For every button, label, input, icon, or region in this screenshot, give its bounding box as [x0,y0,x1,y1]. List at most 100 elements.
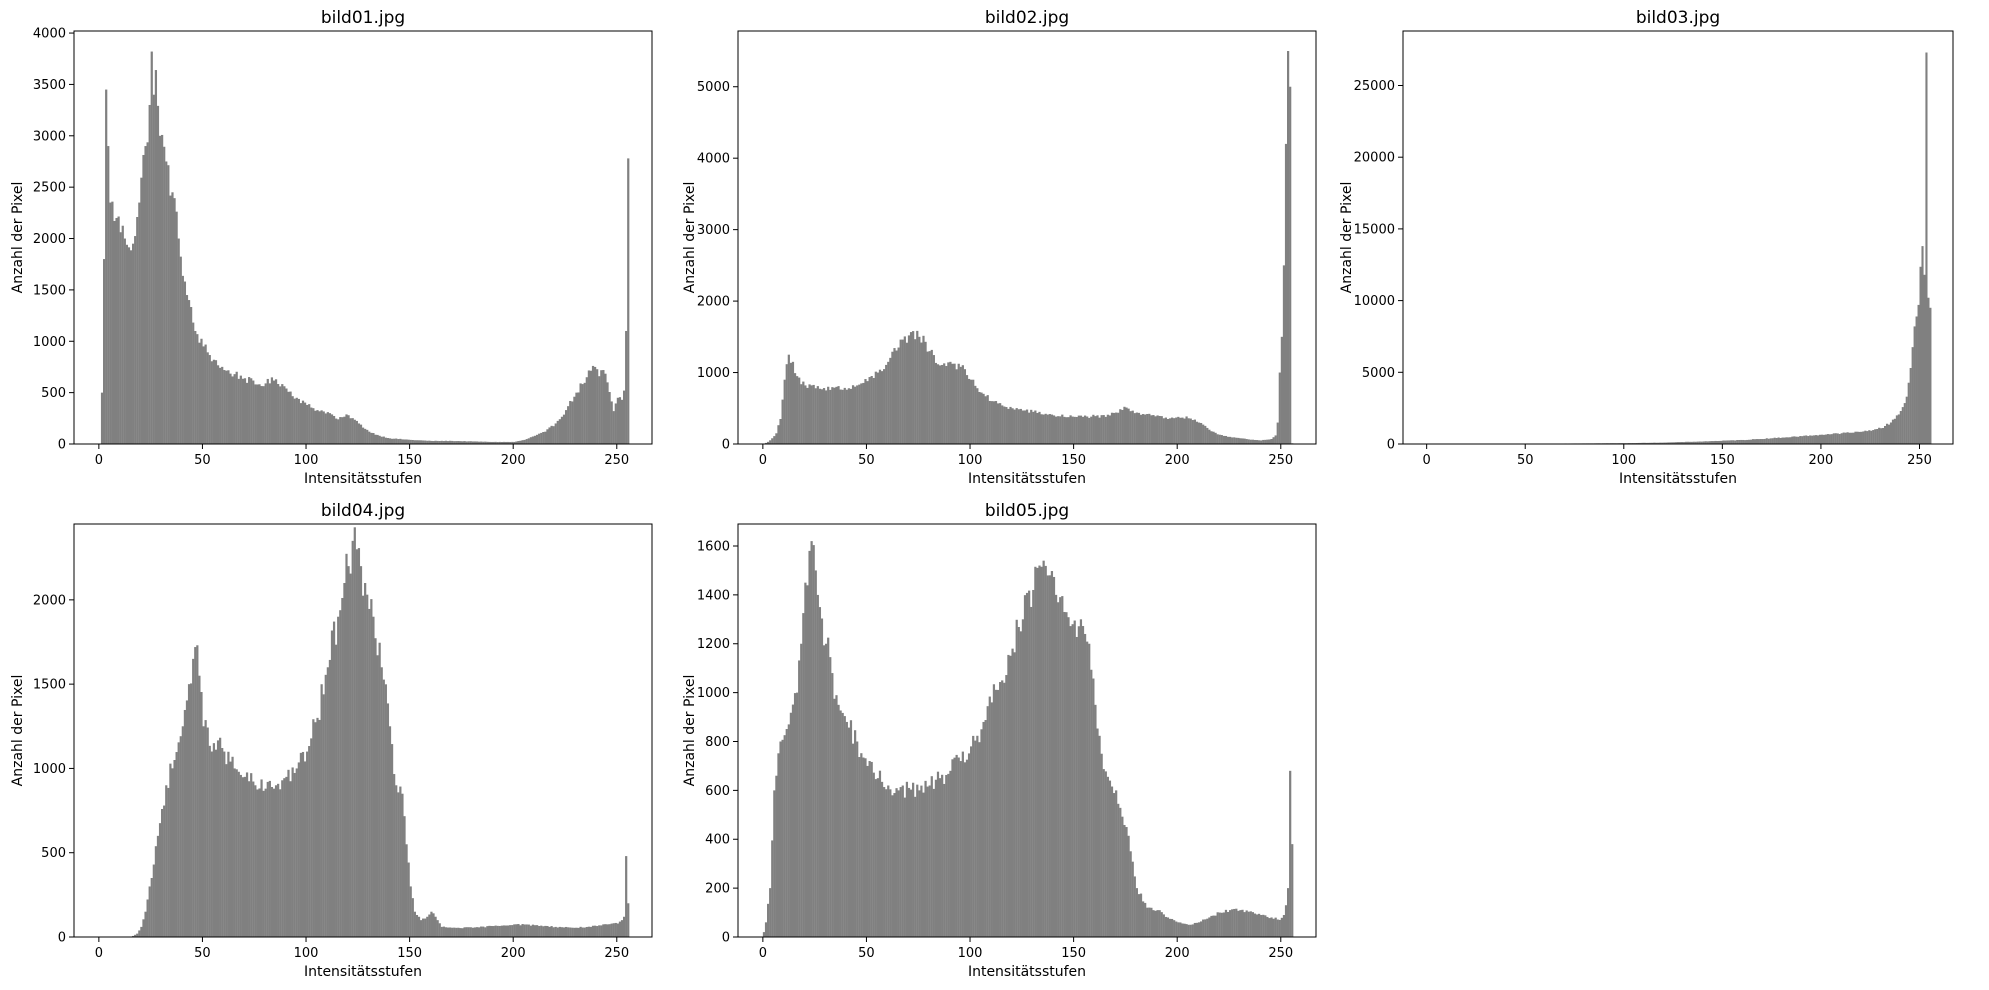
histogram-bar [1121,816,1124,937]
histogram-bar [1063,611,1066,937]
histogram-bar [1797,436,1800,444]
histogram-bar [1801,436,1804,444]
histogram-bar [1226,911,1230,937]
histogram-bar [225,370,228,444]
histogram-bar [272,788,276,937]
histogram-bar [860,753,863,937]
histogram-bar [1228,910,1232,937]
histogram-bar [837,704,840,937]
histogram-bar [616,923,619,937]
histogram-bar [618,397,622,444]
histogram-bar [322,411,325,444]
histogram-bar [775,433,778,444]
histogram-bar [1175,417,1178,444]
histogram-bar [1189,418,1192,444]
histogram-bar [1659,442,1662,444]
histogram-bar [1740,439,1743,444]
histogram-bar [775,775,778,937]
histogram-bar [277,384,280,444]
histogram-bar [941,774,944,937]
histogram-bar [386,703,390,937]
histogram-bar [1181,417,1184,444]
histogram-bar [820,389,824,444]
histogram-bar [1208,917,1211,937]
histogram-bar [1775,438,1778,444]
histogram-bar [1842,432,1845,444]
histogram-bar [841,389,844,444]
histogram-bar [552,927,555,937]
histogram-bar [1160,912,1163,937]
histogram-bar [1771,438,1774,444]
histogram-bar [829,657,832,937]
histogram-bar [1282,915,1286,937]
histogram-bar [827,386,830,444]
histogram-bar [469,927,472,937]
histogram-bar [393,438,396,444]
histogram-bar [1210,431,1213,444]
histogram-bar [1032,411,1035,444]
histogram-bar [976,735,979,937]
histogram-bar [1253,439,1257,444]
histogram-bar [403,816,406,937]
histogram-bar [248,781,251,937]
histogram-bar [285,388,288,444]
histogram-bar [417,916,421,937]
histogram-bar [764,442,768,444]
histogram-bar [1028,590,1031,937]
histogram-bar [436,920,439,937]
histogram-bar [1832,433,1835,444]
histogram-bar [961,365,964,444]
histogram-bar [926,786,929,937]
histogram-bar [330,630,334,937]
histogram-bar [872,772,875,937]
histogram-bar [455,927,458,937]
histogram-bar [1007,408,1010,444]
histogram-bar [192,322,195,444]
histogram-bar [891,795,894,937]
histogram-bar [965,759,969,937]
histogram-bar [623,916,626,937]
histogram-bar [239,774,242,937]
histogram-bar [1038,565,1041,937]
histogram-bar [556,420,559,444]
histogram-bar [504,925,508,937]
histogram-bar [152,864,155,937]
histogram-bar [351,418,354,444]
histogram-bar [1168,918,1172,937]
histogram-bar [814,388,817,444]
y-tick-label: 10000 [1354,294,1395,309]
histogram-bar [422,918,425,937]
y-tick-label: 2000 [33,232,66,247]
histogram-bar [1767,438,1770,444]
x-tick-label: 200 [1165,453,1190,468]
histogram-bar [1276,422,1279,444]
histogram-bar [154,846,158,937]
histogram-bar [134,934,137,937]
histogram-bar [1692,441,1695,444]
histogram-bar [347,415,350,444]
histogram-bar [903,336,906,444]
histogram-bar [492,441,495,444]
histogram-bar [401,439,404,444]
histogram-bar [996,403,1000,444]
histogram-bar [243,776,247,937]
panel-title: bild01.jpg [321,8,405,28]
histogram-bar [583,927,586,937]
histogram-bar [934,779,938,937]
y-tick-label: 400 [705,833,730,848]
histogram-bar [185,700,189,937]
histogram-bar [422,440,425,444]
histogram-bar [897,790,900,937]
histogram-bar [1844,432,1847,444]
histogram-bar [1785,437,1788,444]
histogram-bar [129,250,133,444]
histogram-bar [316,410,319,444]
histogram-bar [1187,924,1190,937]
histogram-bar [440,926,443,937]
histogram-bar [1895,415,1898,444]
histogram-bar [1125,407,1128,444]
axes-frame [737,30,1317,445]
histogram-bar [167,165,170,444]
x-tick-label: 0 [95,946,103,961]
histogram-bar [845,389,848,444]
